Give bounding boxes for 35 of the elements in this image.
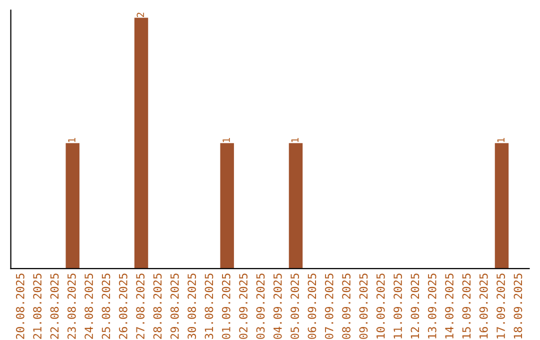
data-label: 1 [222,138,230,142]
x-tick-label: 08.09.2025 [342,274,350,339]
x-tick-label: 12.09.2025 [410,274,420,338]
x-tick-label: 09.09.2025 [359,274,368,339]
x-tick-label: 06.09.2025 [308,274,316,339]
x-tick-label: 05.09.2025 [290,274,299,339]
x-tick-label: 21.08.2025 [33,274,42,339]
x-tick-label: 30.08.2025 [188,274,196,339]
data-label: 1 [497,138,504,142]
x-tick-label: 01.09.2025 [222,274,230,339]
x-tick-label: 31.08.2025 [204,274,214,339]
x-tick-label: 26.08.2025 [118,274,128,339]
x-tick-label: 15.09.2025 [462,274,471,338]
x-tick-label: 24.08.2025 [84,274,94,339]
x-tick-label: 29.08.2025 [170,274,179,339]
x-tick-label: 23.08.2025 [67,274,76,339]
x-tick-label: 22.08.2025 [50,274,59,339]
x-tick-label: 27.08.2025 [136,274,145,339]
data-label: 1 [291,138,298,142]
x-tick-label: 07.09.2025 [324,274,334,339]
x-tick-label: 14.09.2025 [445,274,454,338]
x-tick-label: 11.09.2025 [394,274,402,338]
x-tick-label: 20.08.2025 [16,274,24,339]
x-tick-label: 18.09.2025 [514,274,522,338]
x-tick-label: 16.09.2025 [479,274,488,338]
x-tick-label: 28.08.2025 [153,274,162,339]
x-tick-label: 25.08.2025 [102,274,110,339]
x-tick-label: 17.09.2025 [496,274,505,338]
x-tick-label: 03.09.2025 [256,274,265,339]
data-label: 2 [136,12,144,18]
x-tick-label: 13.09.2025 [428,274,436,338]
data-label: 1 [68,138,76,142]
x-tick-label: 02.09.2025 [239,274,248,339]
x-tick-label: 10.09.2025 [376,274,385,338]
x-tick-label: 04.09.2025 [273,274,282,339]
